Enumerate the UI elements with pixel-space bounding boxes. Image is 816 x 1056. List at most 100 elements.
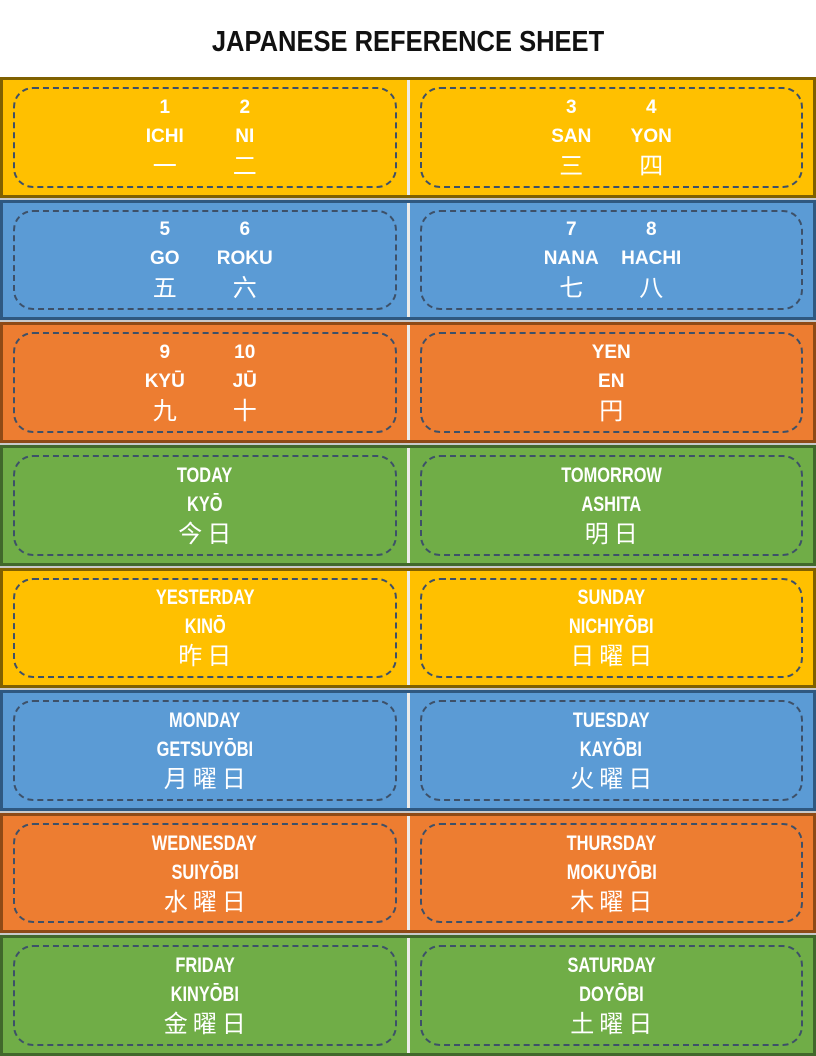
entry-group: THURSDAY MOKUYŌBI 木曜日	[554, 829, 670, 918]
entry-romaji: YON	[630, 125, 672, 147]
vocab-entry: FRIDAY KINYŌBI 金曜日	[159, 951, 251, 1040]
entry-group: 9 KYŪ 九 10 JŪ 十	[125, 338, 285, 427]
table-cell: THURSDAY MOKUYŌBI 木曜日	[409, 815, 813, 931]
vocab-entry: TUESDAY KAYŌBI 火曜日	[562, 706, 660, 795]
entry-romaji: SUIYŌBI	[171, 860, 239, 884]
table-cell: TOMORROW ASHITA 明日	[409, 447, 813, 563]
entry-kanji: 土曜日	[570, 1011, 658, 1039]
entry-group: SUNDAY NICHIYŌBI 日曜日	[557, 583, 666, 672]
entry-group: 5 GO 五 6 ROKU 六	[125, 215, 285, 304]
entry-label: TUESDAY	[572, 708, 650, 732]
entry-label: 8	[645, 219, 657, 241]
table-row-orange: 9 KYŪ 九 10 JŪ 十 YEN EN 円	[0, 322, 816, 443]
table-row-green: FRIDAY KINYŌBI 金曜日 SATURDAY DOYŌBI 土曜日	[0, 935, 816, 1056]
vocab-entry: 1 ICHI 一	[125, 93, 205, 182]
table-cell: 1 ICHI 一 2 NI 二	[3, 80, 407, 195]
entry-romaji: NICHIYŌBI	[568, 615, 654, 639]
entry-label: 6	[239, 219, 251, 241]
vocab-entry: 4 YON 四	[611, 93, 691, 182]
entry-label: WEDNESDAY	[152, 831, 258, 855]
entry-romaji: EN	[598, 371, 625, 393]
entry-label: YEN	[591, 342, 631, 364]
vocab-entry: YESTERDAY KINŌ 昨日	[142, 583, 268, 672]
table-cell: TUESDAY KAYŌBI 火曜日	[409, 693, 813, 808]
entry-label: TOMORROW	[560, 463, 662, 487]
entry-label: SATURDAY	[567, 954, 656, 978]
entry-label: SUNDAY	[577, 586, 646, 610]
entry-group: MONDAY GETSUYŌBI 月曜日	[143, 706, 267, 795]
table-cell: 5 GO 五 6 ROKU 六	[3, 202, 407, 318]
table-row-yellow: YESTERDAY KINŌ 昨日 SUNDAY NICHIYŌBI 日曜日	[0, 567, 816, 689]
entry-label: 5	[159, 219, 171, 241]
entry-romaji: DOYŌBI	[578, 983, 644, 1007]
entry-romaji: KINŌ	[184, 615, 226, 639]
entry-label: 10	[234, 342, 256, 364]
entry-romaji: NANA	[543, 248, 599, 270]
entry-romaji: HACHI	[621, 248, 682, 270]
entry-label: 7	[565, 219, 577, 241]
entry-kanji: 一	[152, 152, 182, 180]
entry-romaji: NI	[235, 125, 255, 147]
page-title: JAPANESE REFERENCE SHEET	[211, 26, 605, 58]
entry-romaji: KINYŌBI	[170, 983, 239, 1007]
entry-kanji: 十	[232, 398, 262, 426]
entry-label: FRIDAY	[175, 954, 235, 978]
entry-group: 1 ICHI 一 2 NI 二	[125, 93, 285, 182]
vocab-entry: 2 NI 二	[205, 93, 285, 182]
table-row-orange: WEDNESDAY SUIYŌBI 水曜日 THURSDAY MOKUYŌBI 木曜日	[0, 812, 816, 934]
entry-kanji: 今日	[178, 520, 237, 548]
entry-romaji: KAYŌBI	[580, 737, 643, 761]
entry-label: 1	[159, 96, 171, 118]
entry-label: THURSDAY	[566, 831, 657, 855]
entry-group: SATURDAY DOYŌBI 土曜日	[555, 951, 668, 1040]
entry-label: 2	[239, 96, 251, 118]
entry-group: FRIDAY KINYŌBI 金曜日	[159, 951, 251, 1040]
entry-romaji: GETSUYŌBI	[156, 737, 253, 761]
entry-label: 4	[645, 96, 657, 118]
entry-kanji: 木曜日	[570, 888, 658, 916]
vocab-entry: YEN EN 円	[571, 338, 651, 427]
vocab-entry: 9 KYŪ 九	[125, 338, 205, 427]
entry-kanji: 明日	[584, 520, 643, 548]
entry-romaji: GO	[149, 248, 180, 270]
entry-label: 9	[159, 342, 171, 364]
vocab-entry: 3 SAN 三	[531, 93, 611, 182]
entry-kanji: 三	[559, 152, 589, 180]
entry-romaji: KYŌ	[186, 492, 223, 516]
entry-group: YEN EN 円	[571, 338, 651, 427]
vocab-entry: TODAY KYŌ 今日	[165, 461, 245, 550]
entry-group: TODAY KYŌ 今日	[165, 461, 245, 550]
entry-group: 7 NANA 七 8 HACHI 八	[531, 215, 691, 304]
entry-group: YESTERDAY KINŌ 昨日	[142, 583, 268, 672]
reference-table: 1 ICHI 一 2 NI 二 3 SAN 三 4 YON 四 5 GO 五 6 ROKU 六 7 NANA 七 8 HAC…	[0, 77, 816, 1056]
entry-kanji: 日曜日	[570, 643, 658, 671]
vocab-entry: 6 ROKU 六	[205, 215, 285, 304]
entry-label: 3	[565, 96, 577, 118]
entry-kanji: 四	[639, 152, 669, 180]
entry-group: TUESDAY KAYŌBI 火曜日	[562, 706, 660, 795]
entry-romaji: ICHI	[145, 125, 184, 147]
entry-kanji: 水曜日	[163, 888, 251, 916]
entry-kanji: 月曜日	[163, 765, 251, 793]
entry-kanji: 火曜日	[570, 765, 658, 793]
vocab-entry: 10 JŪ 十	[205, 338, 285, 427]
entry-kanji: 九	[152, 398, 182, 426]
entry-romaji: JŪ	[232, 371, 257, 393]
vocab-entry: THURSDAY MOKUYŌBI 木曜日	[554, 829, 670, 918]
entry-romaji: SAN	[551, 125, 592, 147]
vocab-entry: TOMORROW ASHITA 明日	[547, 461, 676, 550]
vocab-entry: 7 NANA 七	[531, 215, 611, 304]
vocab-entry: SUNDAY NICHIYŌBI 日曜日	[557, 583, 666, 672]
table-cell: MONDAY GETSUYŌBI 月曜日	[3, 693, 407, 808]
table-cell: YESTERDAY KINŌ 昨日	[3, 570, 407, 686]
vocab-entry: 8 HACHI 八	[611, 215, 691, 304]
entry-group: TOMORROW ASHITA 明日	[547, 461, 676, 550]
entry-label: TODAY	[176, 463, 233, 487]
table-cell: 9 KYŪ 九 10 JŪ 十	[3, 325, 407, 440]
entry-kanji: 円	[599, 398, 629, 426]
table-row-blue: 5 GO 五 6 ROKU 六 7 NANA 七 8 HACHI 八	[0, 199, 816, 321]
table-cell: 3 SAN 三 4 YON 四	[409, 80, 813, 195]
table-cell: 7 NANA 七 8 HACHI 八	[409, 202, 813, 318]
table-cell: TODAY KYŌ 今日	[3, 447, 407, 563]
